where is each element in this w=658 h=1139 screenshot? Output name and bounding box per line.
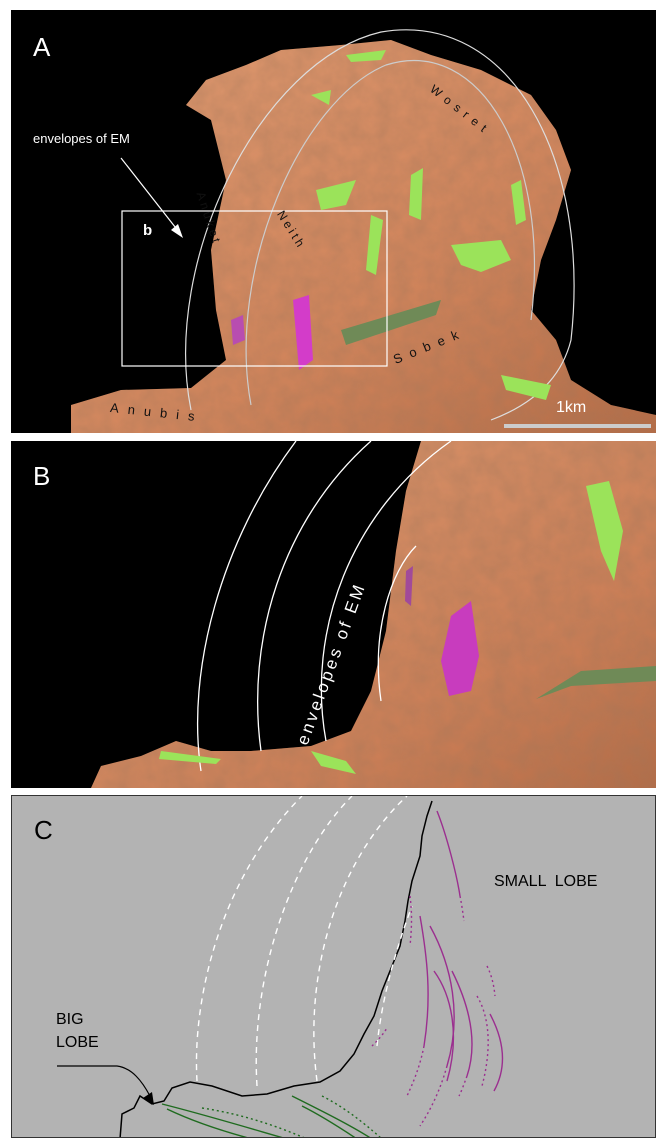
green-terrace bbox=[501, 375, 551, 400]
green-trace bbox=[161, 1103, 283, 1137]
inset-label: b bbox=[143, 222, 153, 239]
nucleus-outline bbox=[119, 800, 433, 1137]
arrow-head-icon bbox=[171, 224, 183, 238]
envelopes-annotation: envelopes of EM bbox=[33, 131, 130, 146]
envelope-trace-3 bbox=[313, 796, 408, 1082]
green-terrace bbox=[366, 215, 383, 275]
green-terrace bbox=[311, 751, 356, 774]
magenta-trace bbox=[458, 1075, 468, 1097]
envelope-arc-2 bbox=[257, 441, 372, 752]
panel-b-figure bbox=[91, 441, 656, 788]
panel-label-c: C bbox=[34, 815, 53, 845]
panel-c-figure bbox=[57, 796, 504, 1137]
green-trace bbox=[201, 1107, 305, 1137]
surface-texture bbox=[71, 40, 656, 433]
magenta-terrace bbox=[293, 295, 313, 370]
magenta-trace bbox=[459, 895, 465, 922]
envelope-arc-1 bbox=[196, 441, 297, 772]
envelope-arc-inner bbox=[245, 59, 535, 406]
panel-c: C SMALL LOBE BIG LOBE bbox=[11, 795, 656, 1138]
panel-label-a: A bbox=[33, 32, 51, 62]
annotation-arrow bbox=[120, 157, 180, 233]
green-terrace bbox=[586, 481, 623, 581]
big-lobe-label-line2: LOBE bbox=[56, 1034, 99, 1051]
magenta-trace bbox=[433, 970, 455, 1082]
green-terrace bbox=[536, 666, 656, 699]
green-trace bbox=[321, 1095, 381, 1137]
magenta-trace bbox=[419, 915, 429, 1047]
magenta-terrace bbox=[231, 315, 245, 345]
magenta-trace bbox=[429, 925, 455, 1067]
big-lobe-pointer bbox=[57, 1065, 151, 1097]
magenta-trace bbox=[419, 1065, 448, 1127]
magenta-trace bbox=[476, 995, 489, 1087]
magenta-trace bbox=[371, 1027, 388, 1047]
envelope-trace-2 bbox=[255, 796, 353, 1087]
green-terrace bbox=[159, 751, 221, 764]
green-trace bbox=[301, 1105, 356, 1137]
inset-box-b bbox=[121, 210, 388, 367]
green-trace bbox=[291, 1095, 371, 1137]
magenta-trace bbox=[406, 1045, 425, 1097]
small-lobe-label: SMALL LOBE bbox=[494, 873, 598, 890]
panel-b: B envelopes of EM bbox=[11, 441, 656, 788]
panel-label-b: B bbox=[33, 461, 51, 491]
green-terrace bbox=[316, 180, 356, 210]
green-terrace bbox=[409, 168, 423, 220]
magenta-trace bbox=[489, 1013, 504, 1092]
green-trace bbox=[166, 1108, 248, 1137]
green-terrace bbox=[451, 240, 511, 272]
green-terrace bbox=[346, 50, 386, 62]
envelope-arc-3 bbox=[320, 441, 452, 742]
envelope-trace-1 bbox=[195, 796, 303, 1082]
green-terrace bbox=[341, 300, 441, 345]
magenta-trace bbox=[486, 965, 496, 997]
magenta-terrace bbox=[441, 601, 479, 696]
magenta-trace bbox=[409, 895, 413, 947]
green-terrace bbox=[311, 90, 331, 105]
magenta-trace bbox=[436, 810, 461, 897]
panel-a: A b envelopes of EM Anuket Neith Wosret … bbox=[11, 10, 656, 433]
magenta-terrace bbox=[405, 566, 413, 606]
surface-texture bbox=[91, 441, 656, 788]
big-lobe-label-line1: BIG bbox=[56, 1011, 84, 1028]
green-terrace bbox=[511, 180, 526, 225]
envelope-arc-4 bbox=[377, 545, 417, 702]
envelope-trace-4 bbox=[376, 905, 413, 1047]
panel-a-figure bbox=[71, 29, 656, 433]
magenta-trace bbox=[451, 970, 473, 1077]
scale-bar-label: 1km bbox=[556, 399, 587, 416]
envelope-arc-outer bbox=[185, 29, 575, 421]
arrow-head-icon bbox=[143, 1092, 154, 1105]
